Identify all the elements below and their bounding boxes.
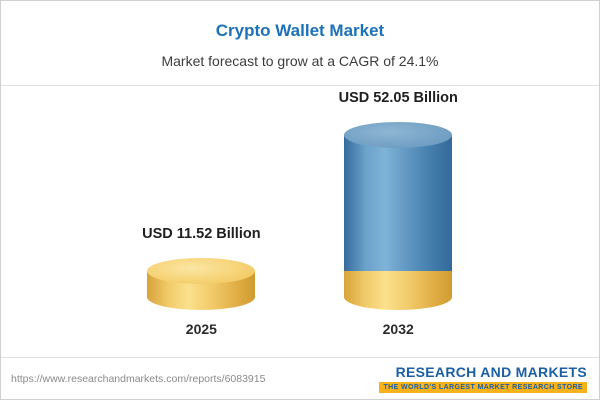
category-label-2032: 2032 bbox=[382, 321, 414, 337]
page-title: Crypto Wallet Market bbox=[215, 21, 385, 40]
page-subtitle: Market forecast to grow at a CAGR of 24.… bbox=[161, 53, 439, 69]
bar-2032-cylinder bbox=[344, 122, 453, 310]
chart-header: Crypto Wallet Market Market forecast to … bbox=[1, 1, 599, 86]
logo-name: RESEARCH AND MARKETS bbox=[395, 364, 587, 380]
header-divider bbox=[1, 85, 599, 86]
bar-2032-base bbox=[344, 271, 453, 310]
category-label-2025: 2025 bbox=[185, 321, 217, 337]
logo-tagline: THE WORLD'S LARGEST MARKET RESEARCH STOR… bbox=[379, 382, 587, 393]
footer: https://www.researchandmarkets.com/repor… bbox=[1, 357, 599, 399]
bar-2025-top-ellipse bbox=[147, 258, 256, 285]
research-and-markets-logo: RESEARCH AND MARKETS THE WORLD'S LARGEST… bbox=[379, 364, 587, 393]
bar-2032-top-ellipse bbox=[344, 122, 453, 149]
value-label-2032: USD 52.05 Billion bbox=[338, 90, 458, 107]
bar-group-2025: USD 11.52 Billion 2025 bbox=[142, 226, 260, 337]
bar-2032-body bbox=[344, 135, 453, 272]
bar-2025-cylinder bbox=[147, 258, 256, 310]
bar-chart: USD 11.52 Billion 2025 USD 52.05 Billion… bbox=[1, 86, 599, 357]
report-url[interactable]: https://www.researchandmarkets.com/repor… bbox=[11, 372, 266, 385]
bar-group-2032: USD 52.05 Billion 2032 bbox=[339, 90, 458, 337]
value-label-2025: USD 11.52 Billion bbox=[142, 226, 261, 243]
